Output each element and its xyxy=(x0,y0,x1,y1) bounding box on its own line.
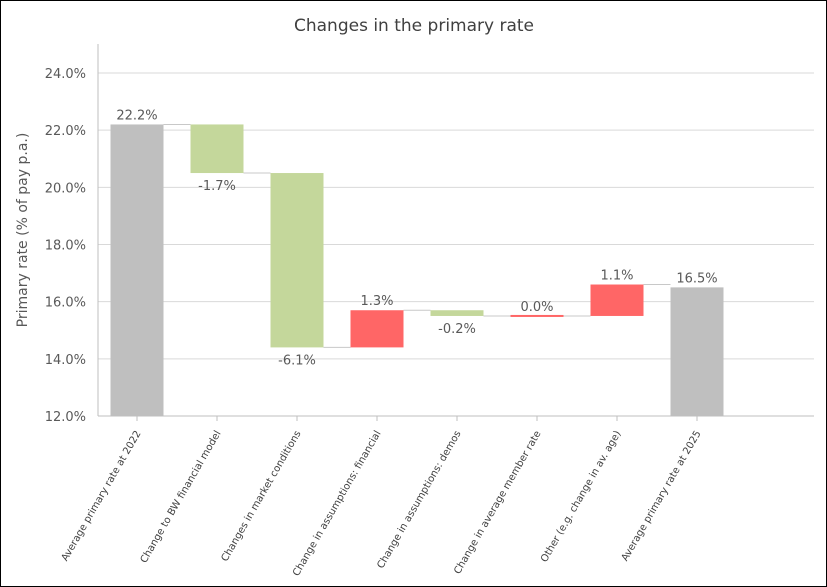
data-label: 1.1% xyxy=(600,269,633,284)
data-label: -6.1% xyxy=(278,353,316,368)
category-label: Change in assumptions: demos xyxy=(375,429,463,571)
y-tick-label: 18.0% xyxy=(45,239,86,254)
y-tick-label: 14.0% xyxy=(45,353,86,368)
data-label: -0.2% xyxy=(438,322,476,337)
bar xyxy=(350,310,404,348)
y-axis-label: Primary rate (% of pay p.a.) xyxy=(15,133,31,328)
y-tick-label: 20.0% xyxy=(45,181,86,196)
category-label: Change in assumptions: financial xyxy=(291,429,383,578)
y-tick-label: 16.0% xyxy=(45,296,86,311)
category-label: Change in average member rate xyxy=(452,429,543,576)
data-label: 0.0% xyxy=(520,300,553,315)
category-label: Changes in market conditions xyxy=(220,429,304,564)
data-label: -1.7% xyxy=(198,179,236,194)
category-label: Average primary rate at 2022 xyxy=(60,429,144,563)
y-tick-label: 12.0% xyxy=(45,410,86,425)
bar xyxy=(110,124,164,416)
data-labels: 22.2% -1.7% -6.1% 1.3% -0.2% 0.0% 1.1% 16.5% xyxy=(116,108,717,368)
category-label: Other (e.g. change in av. age) xyxy=(539,429,624,564)
bar xyxy=(510,314,564,317)
bars xyxy=(110,124,724,416)
y-tick-label: 22.0% xyxy=(45,124,86,139)
connectors xyxy=(163,123,671,348)
y-tick-label: 24.0% xyxy=(45,67,86,82)
bar xyxy=(190,124,244,174)
data-label: 22.2% xyxy=(116,108,157,123)
bar xyxy=(270,173,324,348)
category-label: Change to BW financial model xyxy=(139,429,224,565)
bar xyxy=(430,310,484,316)
data-label: 16.5% xyxy=(676,271,717,286)
category-label: Average primary rate at 2025 xyxy=(620,429,704,563)
chart-title: Changes in the primary rate xyxy=(294,16,534,36)
data-label: 1.3% xyxy=(360,294,393,309)
bar xyxy=(590,284,644,316)
bar xyxy=(670,287,724,416)
y-tick-labels: 12.0% 14.0% 16.0% 18.0% 20.0% 22.0% 24.0% xyxy=(45,67,86,425)
